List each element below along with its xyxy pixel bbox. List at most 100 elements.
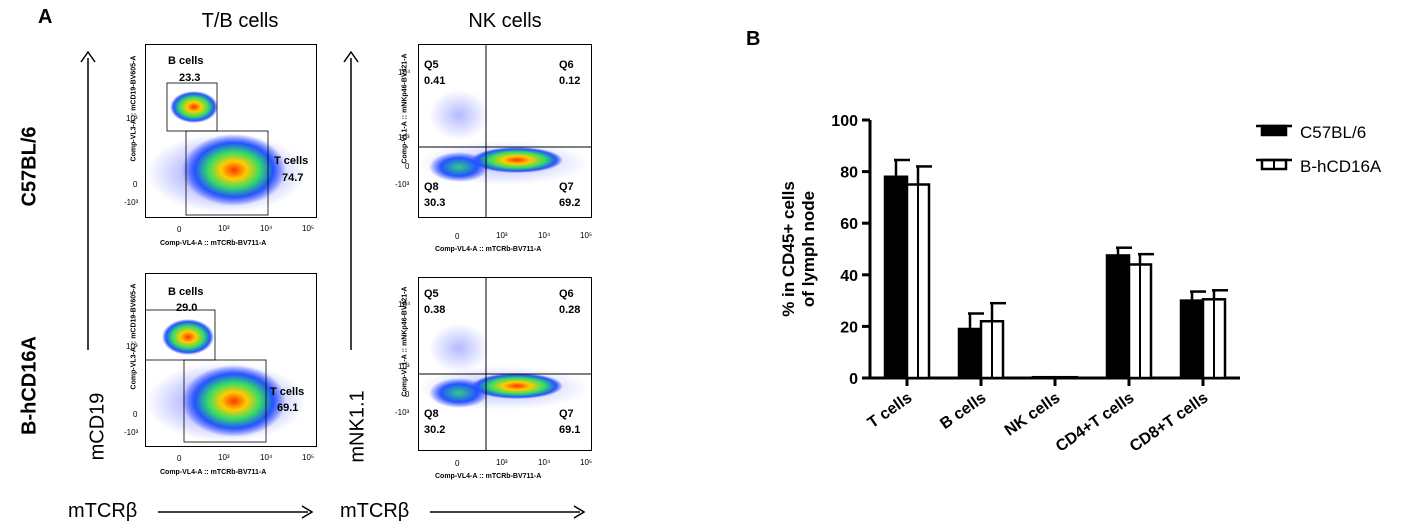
tick-label: 0	[177, 454, 182, 463]
flow-density-tb-hcd16	[146, 309, 306, 443]
tick-label: 10³	[218, 224, 230, 233]
flow-plot-nk-hcd16: Q5 0.38 Q6 0.28 Q8 30.2 Q7 69.1	[418, 277, 592, 451]
x-tick-label: T cells	[865, 389, 916, 432]
y-axis-label-line2: of lymph node	[799, 191, 818, 307]
nk-y-label-hcd16: Comp-VL1-A :: mNKp46-BV421-A	[401, 286, 409, 397]
x-arrow-nk	[430, 505, 586, 519]
quadrant-label-q8: Q8	[424, 408, 439, 420]
tick-label: -10³	[395, 180, 410, 189]
y-tick-label: 100	[831, 113, 858, 130]
tick-label: -10³	[124, 428, 139, 437]
x-axis-name-nk: mTCRβ	[340, 500, 410, 522]
flow-plot-tb-hcd16: B cells 29.0 T cells 69.1	[145, 273, 317, 447]
quadrant-label-q7: Q7	[559, 408, 574, 420]
quadrant-label-q6: Q6	[559, 59, 574, 71]
quadrant-label-q5: Q5	[424, 288, 439, 300]
quadrant-value-q6: 0.28	[559, 304, 581, 316]
tb-x-label-c57: Comp-VL4-A :: mTCRb-BV711-A	[160, 240, 267, 247]
y-tick-label: 20	[840, 319, 858, 336]
tick-label: 10⁴	[538, 458, 551, 467]
bar-C57BL/6-T cells	[883, 175, 909, 380]
quadrant-value-q7: 69.2	[559, 197, 581, 209]
y-tick-label: 40	[840, 268, 858, 285]
tick-label: 10⁴	[398, 68, 411, 77]
row-label-c57: C57BL/6	[18, 126, 41, 207]
tick-label: 0	[133, 410, 138, 419]
gate-value-t-c57: 74.7	[282, 172, 304, 184]
tick-label: 10³	[126, 342, 138, 351]
tick-label: 10³	[496, 231, 508, 240]
tb-y-label-hcd16: Comp-VL3-A :: mCD19-BV605-A	[130, 283, 138, 390]
tick-label: 10⁴	[538, 231, 551, 240]
legend-label-B-hCD16A: B-hCD16A	[1300, 157, 1382, 176]
quadrant-value-q7: 69.1	[559, 424, 581, 436]
tick-label: 10³	[398, 362, 410, 371]
y-axis-name-tb: mCD19	[86, 392, 109, 461]
panel-b-letter: B	[746, 28, 761, 50]
quadrant-label-q6: Q6	[559, 288, 574, 300]
tick-label: 10⁴	[260, 453, 273, 462]
tick-label: 10⁴	[398, 300, 411, 309]
row-label-hcd16: B-hCD16A	[18, 336, 41, 435]
tick-label: 0	[133, 180, 138, 189]
flow-density-nk-hcd16	[419, 278, 591, 450]
tick-label: 10³	[398, 133, 410, 142]
tick-label: 10³	[218, 453, 230, 462]
nk-y-label-c57: Comp-VL1-A :: mNKp46-BV421-A	[401, 53, 409, 164]
quadrant-value-q6: 0.12	[559, 75, 581, 87]
tick-label: -10³	[124, 198, 139, 207]
y-tick-label: 60	[840, 216, 858, 233]
tb-x-label-hcd16: Comp-VL4-A :: mTCRb-BV711-A	[160, 469, 267, 476]
gate-value-t-hcd16: 69.1	[277, 402, 299, 414]
y-arrow-tb	[80, 50, 96, 350]
gate-label-b-hcd16: B cells	[168, 286, 204, 298]
tick-label: 10⁴	[260, 224, 273, 233]
quadrant-value-q5: 0.41	[424, 75, 446, 87]
col-title-nk: NK cells	[468, 10, 542, 32]
bar-C57BL/6-B cells	[957, 327, 983, 380]
tick-label: 10³	[126, 114, 138, 123]
y-axis-label: % in CD45+ cells of lymph node	[779, 181, 818, 317]
tick-label: 10⁵	[580, 458, 593, 467]
gate-label-b-c57: B cells	[168, 55, 204, 67]
tick-label: 0	[405, 390, 410, 399]
bar-C57BL/6-CD4+T cells	[1105, 254, 1131, 380]
y-axis-name-nk: mNK1.1	[346, 390, 369, 463]
y-arrow-nk	[343, 50, 359, 350]
bar-chart: 0 20 40 60 80 100 % in CD45+ cells of lymph nod…	[779, 113, 1382, 456]
quadrant-label-q5: Q5	[424, 59, 439, 71]
tick-label: 10⁵	[580, 231, 593, 240]
quadrant-value-q8: 30.3	[424, 197, 446, 209]
panel-a-letter: A	[38, 6, 53, 28]
gate-value-b-c57: 23.3	[179, 72, 201, 84]
y-axis-label-line1: % in CD45+ cells	[779, 181, 798, 317]
gate-label-t-hcd16: T cells	[270, 386, 305, 398]
x-tick-label: CD4+T cells	[1053, 389, 1138, 455]
tick-label: 0	[455, 232, 460, 241]
tick-label: -10³	[395, 408, 410, 417]
flow-density-nk-c57	[419, 45, 591, 217]
bar-C57BL/6-CD8+T cells	[1179, 299, 1205, 380]
bar-B-hCD16A-NK cells	[1053, 375, 1079, 380]
y-tick-label: 0	[849, 371, 858, 388]
flow-density-tb-c57	[146, 82, 306, 216]
nk-x-label-hcd16: Comp-VL4-A :: mTCRb-BV711-A	[435, 473, 542, 480]
tick-label: 10⁵	[302, 224, 315, 233]
x-tick-label: NK cells	[1002, 389, 1064, 439]
gate-label-t-c57: T cells	[274, 155, 309, 167]
tick-label: 10⁵	[302, 453, 315, 462]
quadrant-label-q8: Q8	[424, 181, 439, 193]
x-tick-label: B cells	[937, 389, 989, 433]
quadrant-value-q8: 30.2	[424, 424, 446, 436]
quadrant-value-q5: 0.38	[424, 304, 446, 316]
col-title-tb: T/B cells	[201, 10, 279, 32]
x-tick-label: CD8+T cells	[1127, 389, 1212, 455]
x-arrow-tb	[158, 505, 314, 519]
bar-C57BL/6-NK cells	[1031, 375, 1057, 380]
tick-label: 10³	[496, 458, 508, 467]
legend-label-C57BL/6: C57BL/6	[1300, 123, 1366, 142]
y-tick-label: 80	[840, 165, 858, 182]
flow-plot-tb-c57: B cells 23.3 T cells 74.7	[145, 44, 317, 218]
flow-plot-nk-c57: Q5 0.41 Q6 0.12 Q8 30.3 Q7 69.2	[418, 44, 592, 218]
tick-label: 0	[405, 162, 410, 171]
